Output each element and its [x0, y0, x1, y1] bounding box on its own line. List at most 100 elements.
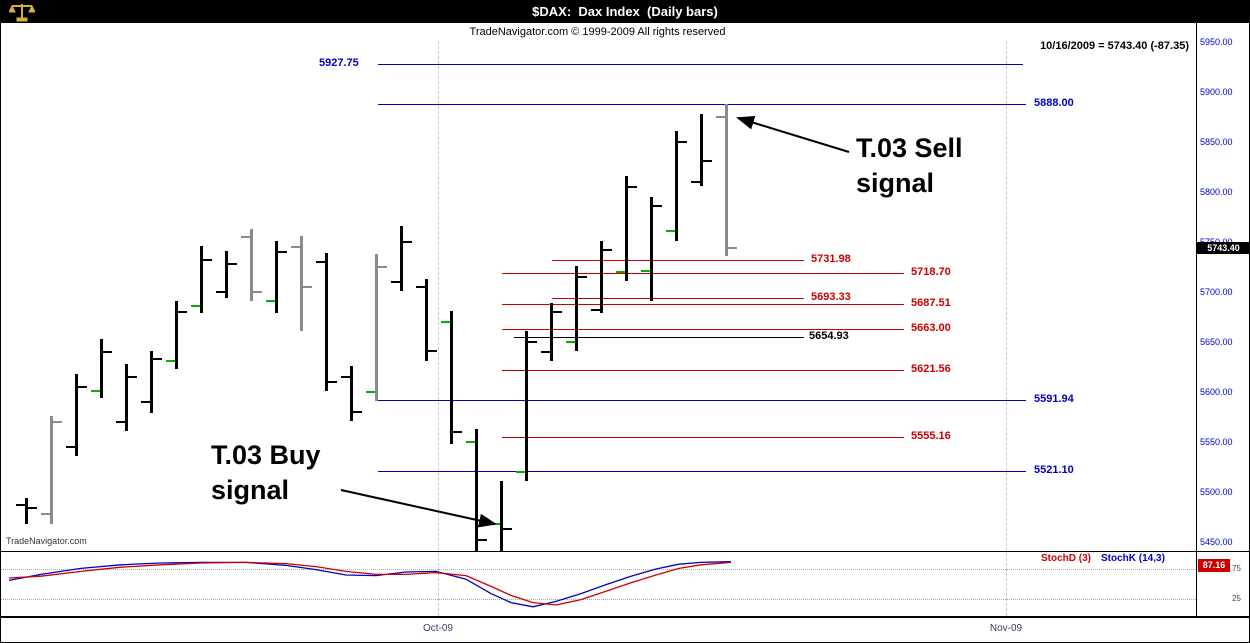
ohlc-open-tick	[541, 350, 550, 353]
ohlc-bar	[350, 365, 353, 421]
ohlc-bar	[275, 240, 278, 313]
ohlc-bar	[175, 300, 178, 369]
ohlc-bar	[500, 480, 503, 551]
level-label: 5663.00	[911, 321, 951, 334]
sell-signal-line1: T.03 Sell	[856, 133, 963, 163]
copyright-line: TradeNavigator.com © 1999-2009 All right…	[469, 26, 726, 38]
ohlc-bar	[700, 113, 703, 186]
ohlc-open-tick	[391, 280, 400, 283]
ohlc-close-tick	[678, 140, 687, 143]
title-bar: $DAX: Dax Index (Daily bars)	[1, 1, 1249, 23]
price-axis-label: 5750.00	[1200, 237, 1233, 247]
level-label: 5621.56	[911, 363, 951, 376]
ohlc-close-tick	[228, 262, 237, 265]
level-label: 5693.33	[811, 291, 851, 304]
ohlc-open-tick	[266, 299, 275, 302]
stoch-scale-label: 25	[1232, 594, 1241, 603]
level-line	[514, 336, 804, 338]
ohlc-open-tick	[641, 269, 650, 272]
ohlc-close-tick	[103, 350, 112, 353]
ohlc-close-tick	[303, 285, 312, 288]
ohlc-close-tick	[178, 310, 187, 313]
ohlc-open-tick	[466, 440, 475, 443]
ohlc-close-tick	[453, 430, 462, 433]
ohlc-bar	[325, 252, 328, 391]
level-label: 5718.70	[911, 266, 951, 279]
stochastic-separator-line	[1, 551, 1249, 552]
stoch-grid-line	[1, 599, 1196, 600]
month-grid-line	[438, 41, 439, 616]
ohlc-bar	[225, 250, 228, 298]
level-label: 5927.75	[319, 57, 359, 69]
ohlc-bar	[150, 350, 153, 413]
buy-signal-line2: signal	[211, 475, 290, 506]
ohlc-bar	[650, 196, 653, 301]
level-line	[378, 103, 1026, 105]
ohlc-close-tick	[378, 265, 387, 268]
price-axis-label: 5950.00	[1200, 36, 1233, 47]
scales-icon	[8, 2, 36, 27]
ohlc-close-tick	[528, 340, 537, 343]
ohlc-bar	[550, 302, 553, 361]
ohlc-bar	[525, 330, 528, 481]
sell-signal-line2: signal	[856, 168, 935, 199]
ohlc-close-tick	[203, 258, 212, 261]
level-line	[378, 470, 1026, 472]
ohlc-open-tick	[216, 290, 225, 293]
ohlc-open-tick	[291, 245, 300, 248]
level-line	[502, 304, 904, 306]
ohlc-close-tick	[703, 160, 712, 162]
price-axis-label: 5600.00	[1200, 386, 1233, 397]
ohlc-open-tick	[616, 270, 625, 273]
date-axis-label: Nov-09	[989, 623, 1023, 634]
level-line	[502, 273, 904, 275]
ohlc-bar	[250, 228, 253, 301]
ohlc-close-tick	[478, 538, 487, 541]
ohlc-close-tick	[353, 410, 362, 413]
ohlc-open-tick	[416, 285, 425, 288]
level-label: 5654.93	[809, 329, 849, 342]
level-label: 5731.98	[811, 252, 851, 265]
plot-bottom-border	[1, 616, 1249, 618]
last-quote-readout: 10/16/2009 = 5743.40 (-87.35)	[1040, 40, 1189, 52]
ohlc-open-tick	[41, 512, 50, 515]
ohlc-close-tick	[53, 420, 62, 423]
ohlc-bar	[575, 265, 578, 351]
ohlc-open-tick	[91, 389, 100, 392]
ohlc-open-tick	[441, 320, 450, 323]
ohlc-bar	[450, 310, 453, 444]
stoch-grid-line	[1, 569, 1196, 570]
ohlc-bar	[675, 130, 678, 241]
level-label: 5521.10	[1034, 463, 1074, 476]
ohlc-bar	[475, 428, 478, 551]
ohlc-bar	[725, 103, 728, 256]
ohlc-close-tick	[28, 506, 37, 509]
ohlc-close-tick	[728, 247, 737, 250]
stochastic-value-badge: 87.16	[1198, 559, 1230, 572]
ohlc-open-tick	[491, 522, 500, 525]
date-axis-label: Oct-09	[422, 623, 453, 634]
ohlc-close-tick	[428, 349, 437, 352]
stochastic-plot	[8, 561, 732, 608]
ohlc-close-tick	[128, 375, 137, 378]
ohlc-bar	[625, 175, 628, 281]
level-line	[502, 370, 904, 372]
level-line	[502, 328, 904, 330]
ohlc-open-tick	[666, 229, 675, 232]
price-axis-label: 5550.00	[1200, 436, 1233, 447]
ohlc-open-tick	[241, 235, 250, 238]
ohlc-open-tick	[341, 375, 350, 378]
ohlc-bar	[25, 497, 28, 524]
ohlc-close-tick	[628, 185, 637, 188]
ohlc-open-tick	[591, 308, 600, 311]
ohlc-open-tick	[141, 400, 150, 403]
price-axis-label: 5700.00	[1200, 286, 1233, 297]
stochd-legend-label: StochD (3)	[1041, 553, 1091, 564]
ohlc-close-tick	[653, 204, 662, 207]
ohlc-close-tick	[553, 310, 562, 313]
price-axis-label: 5850.00	[1200, 136, 1233, 147]
ohlc-open-tick	[566, 340, 575, 343]
ohlc-open-tick	[116, 420, 125, 423]
month-grid-line	[1006, 41, 1007, 616]
